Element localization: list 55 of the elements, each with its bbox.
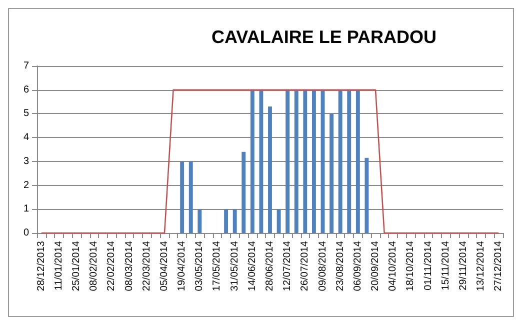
x-tick-label: 03/05/2014 [194, 240, 206, 292]
x-tick-label: 06/09/2014 [352, 240, 364, 292]
bar [250, 90, 254, 233]
x-tick-label: 31/05/2014 [229, 240, 240, 292]
x-tick-label: 05/04/2014 [158, 240, 170, 292]
x-tick-label: 26/07/2014 [300, 240, 311, 292]
x-tick-label: 08/03/2014 [124, 240, 135, 292]
bar [364, 158, 369, 233]
bar [180, 161, 184, 233]
chart-title: CAVALAIRE LE PARADOU [212, 27, 436, 47]
y-tick-label: 7 [23, 60, 30, 72]
y-tick-label: 5 [23, 108, 30, 120]
x-tick-label: 29/11/2014 [458, 240, 469, 290]
x-tick-label: 28/12/2013 [36, 240, 47, 292]
y-tick-label: 0 [23, 228, 30, 238]
bar [338, 90, 342, 233]
x-tick-label: 04/10/2014 [388, 240, 399, 292]
x-tick-label: 27/12/2014 [493, 240, 504, 292]
x-tick-label: 22/03/2014 [141, 240, 152, 292]
x-tick-label: 11/01/2014 [53, 240, 64, 290]
bar [224, 209, 228, 233]
bar [347, 90, 352, 233]
bar [294, 90, 298, 233]
x-tick-label: 12/07/2014 [282, 240, 294, 292]
bar [268, 106, 272, 233]
x-tick-label: 22/02/2014 [106, 240, 118, 292]
y-tick-label: 3 [23, 156, 30, 167]
x-tick-label: 01/11/2014 [422, 240, 434, 290]
x-tick-label: 13/12/2014 [476, 240, 487, 292]
x-tick-label: 09/08/2014 [317, 240, 328, 292]
bar [356, 90, 360, 233]
bar [198, 209, 202, 233]
bar [259, 90, 264, 233]
x-tick-label: 17/05/2014 [212, 240, 223, 292]
x-tick-label: 15/11/2014 [440, 240, 452, 290]
x-tick-label: 28/06/2014 [264, 240, 276, 292]
x-tick-label: 19/04/2014 [176, 240, 188, 292]
bar [303, 90, 308, 233]
bar [330, 114, 334, 233]
bar [188, 161, 193, 233]
y-tick-label: 6 [23, 84, 30, 96]
y-tick-label: 1 [23, 204, 30, 215]
x-tick-label: 18/10/2014 [405, 240, 416, 292]
bar [242, 152, 246, 233]
y-tick-label: 4 [23, 132, 30, 144]
bar [276, 209, 281, 233]
bar [232, 209, 237, 233]
x-tick-label: 20/09/2014 [370, 240, 382, 292]
y-tick-label: 2 [23, 180, 30, 191]
x-tick-label: 25/01/2014 [71, 240, 82, 292]
x-tick-label: 14/06/2014 [246, 240, 258, 292]
x-tick-label: 08/02/2014 [88, 240, 100, 292]
bar [312, 90, 316, 233]
bar [286, 90, 290, 233]
x-tick-label: 23/08/2014 [334, 240, 346, 292]
